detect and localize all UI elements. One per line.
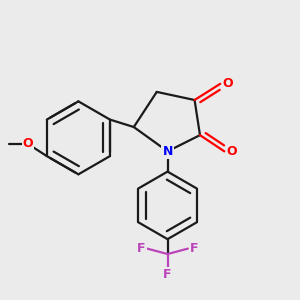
Text: O: O: [22, 137, 33, 150]
Text: O: O: [226, 145, 237, 158]
Text: O: O: [223, 77, 233, 90]
Text: F: F: [137, 242, 146, 255]
Text: F: F: [190, 242, 198, 255]
Text: N: N: [162, 145, 173, 158]
Text: F: F: [163, 268, 172, 281]
